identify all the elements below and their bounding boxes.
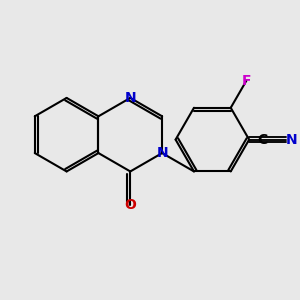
Text: O: O [124,197,136,212]
Text: C: C [257,133,267,147]
Text: N: N [286,133,298,147]
Text: N: N [156,146,168,160]
Text: N: N [124,91,136,105]
Text: F: F [242,74,251,88]
